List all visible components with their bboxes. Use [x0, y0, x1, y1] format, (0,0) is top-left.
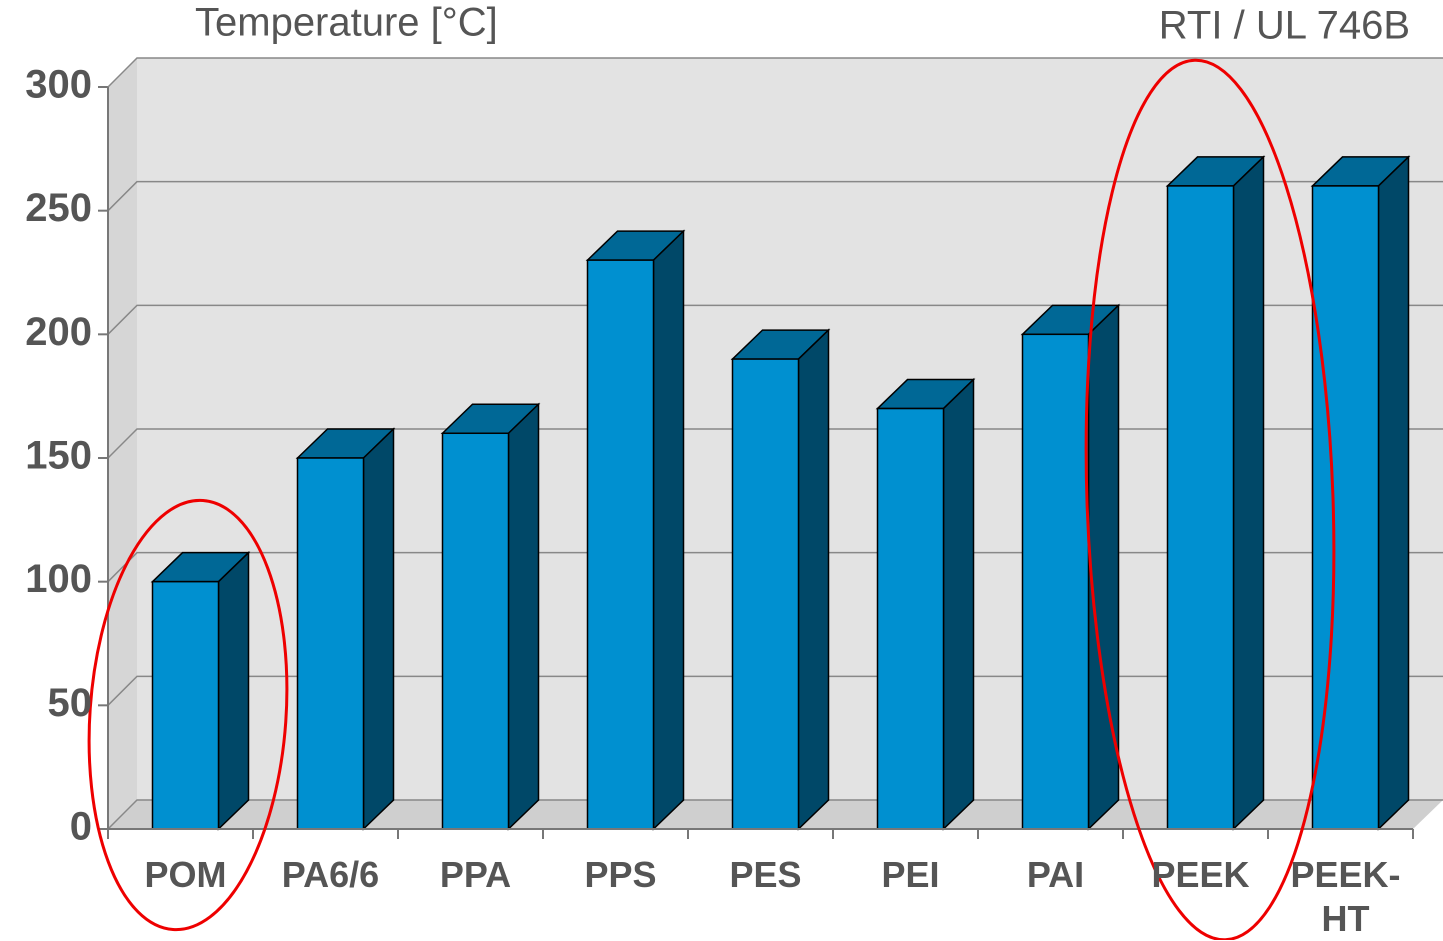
bar — [1165, 155, 1266, 831]
bar-side — [1087, 303, 1120, 831]
x-tick-label: PEI — [881, 854, 940, 895]
y-tick-label: 150 — [25, 434, 92, 478]
bar-front — [586, 259, 655, 830]
bar — [295, 427, 396, 831]
grid — [98, 57, 1443, 839]
y-tick-label: 100 — [25, 557, 92, 601]
bar — [150, 550, 251, 831]
y-tick-label: 200 — [25, 310, 92, 354]
grid-line — [107, 428, 1443, 459]
highlight-ellipse — [87, 498, 289, 932]
grid-line — [107, 304, 1443, 335]
grid-line — [107, 675, 1443, 706]
bar — [730, 328, 831, 831]
bar-side — [362, 427, 395, 831]
bar-side — [1377, 155, 1410, 831]
bar-side — [1232, 155, 1265, 831]
x-tick-label: PPA — [439, 854, 512, 895]
y-tick-label: 50 — [48, 681, 93, 725]
bar — [875, 377, 976, 831]
x-tick-label: POM — [144, 854, 227, 895]
bars — [150, 155, 1411, 831]
grid-line — [107, 551, 1443, 583]
bar-side — [797, 328, 830, 831]
bar — [1020, 303, 1121, 831]
x-tick-label: PEEK — [1151, 854, 1250, 895]
chart-subtitle: RTI / UL 746B — [1159, 4, 1410, 48]
y-tick-label: 250 — [25, 186, 92, 230]
bar-side — [507, 402, 540, 831]
bar-front — [151, 580, 220, 830]
bar-front — [731, 358, 800, 830]
bar-side — [217, 550, 250, 831]
bar — [440, 402, 541, 831]
bar — [1310, 155, 1411, 831]
chart-title: Temperature [°C] — [195, 1, 498, 45]
bar-front — [1166, 185, 1235, 830]
grid-line — [107, 180, 1443, 212]
x-tick-label: PEEK-HT — [1290, 854, 1401, 939]
x-tick-label: PES — [729, 854, 802, 895]
bar-front — [441, 432, 510, 830]
y-tick-label: 0 — [70, 805, 92, 849]
bar-front — [876, 407, 945, 830]
grid-line — [107, 799, 1443, 830]
x-tick-label: PAI — [1026, 854, 1085, 895]
bar — [585, 229, 686, 831]
x-tick-label: PPS — [584, 854, 657, 895]
bar-front — [296, 457, 365, 830]
grid-line — [107, 57, 1443, 88]
y-tick-label: 300 — [25, 63, 92, 107]
x-tick-label: PA6/6 — [281, 854, 380, 895]
bar-front — [1021, 333, 1090, 830]
bar-side — [942, 377, 975, 831]
bar-side — [652, 229, 685, 831]
